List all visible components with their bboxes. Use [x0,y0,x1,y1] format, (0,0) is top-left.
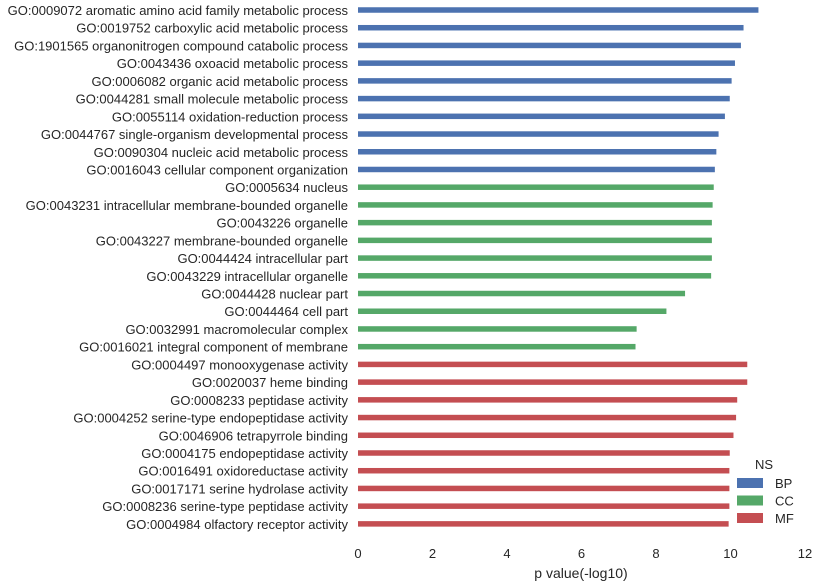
bar [358,202,713,208]
category-label: GO:0008233 peptidase activity [170,393,348,408]
category-label: GO:0004984 olfactory receptor activity [126,517,348,532]
category-label: GO:0016491 oxidoreductase activity [138,464,348,479]
x-tick-label: 0 [354,546,361,561]
bar [358,397,738,403]
legend-label: MF [775,511,794,526]
bar [358,485,730,492]
bar [358,237,712,244]
category-label: GO:0008236 serine-type peptidase activit… [102,499,348,514]
category-label: GO:0043226 organelle [216,216,348,231]
bar [358,503,730,509]
category-label: GO:0043227 membrane-bounded organelle [96,233,348,248]
legend-label: BP [775,476,792,491]
x-axis-ticks: 0 2 4 6 8 10 12 [354,546,812,561]
category-label: GO:0019752 carboxylic acid metabolic pro… [76,21,348,36]
bars-layer [358,7,759,527]
bar [358,273,712,279]
category-label: GO:0016021 integral component of membran… [79,340,348,355]
bar [358,60,735,66]
bar [358,95,730,102]
category-label: GO:0016043 cellular component organizati… [86,162,348,177]
x-tick-label: 2 [429,546,436,561]
x-axis-title: p value(-log10) [534,565,627,581]
category-label: GO:0043231 intracellular membrane-bounde… [26,198,348,213]
x-tick-label: 6 [578,546,585,561]
category-label: GO:0044767 single-organism developmental… [41,127,349,142]
category-label: GO:0017171 serine hydrolase activity [131,481,348,496]
category-label: GO:0043436 oxoacid metabolic process [117,56,349,71]
legend-swatch [737,495,763,506]
category-label: GO:0004175 endopeptidase activity [141,446,348,461]
category-label: GO:0006082 organic acid metabolic proces… [91,74,348,89]
bar [358,42,741,49]
category-label: GO:0020037 heme binding [192,375,348,390]
category-label: GO:0004497 monooxygenase activity [131,357,348,372]
legend-label: CC [775,494,794,509]
bar [358,308,667,314]
category-label: GO:0044281 small molecule metabolic proc… [76,92,349,107]
legend-swatch [737,478,763,488]
bar [358,7,759,13]
bar [358,450,730,456]
bar [358,343,636,350]
bar [358,149,717,155]
category-label: GO:1901565 organonitrogen compound catab… [14,38,348,53]
category-labels: GO:0009072 aromatic amino acid family me… [8,3,349,532]
category-label: GO:0009072 aromatic amino acid family me… [8,3,349,18]
category-label: GO:0032991 macromolecular complex [125,322,348,337]
category-label: GO:0005634 nucleus [225,180,348,195]
x-tick-label: 10 [723,546,737,561]
category-label: GO:0043229 intracellular organelle [146,269,348,284]
x-tick-label: 8 [652,546,659,561]
bar [358,361,748,368]
bar [358,467,730,474]
legend-entries: BP CC MF [737,476,794,526]
category-label: GO:0044464 cell part [224,304,348,319]
legend-title: NS [755,457,773,472]
bar [358,166,715,173]
category-label: GO:0044428 nuclear part [201,287,348,302]
category-label: GO:0004252 serine-type endopeptidase act… [73,411,348,426]
x-tick-label: 4 [503,546,510,561]
bar [358,131,719,137]
bar [358,78,732,84]
bar [358,219,712,226]
category-label: GO:0090304 nucleic acid metabolic proces… [94,145,349,160]
legend: NS BP CC MF [737,457,794,526]
legend-swatch [737,513,763,523]
bar [358,326,637,332]
category-label: GO:0046906 tetrapyrrole binding [159,428,348,443]
category-label: GO:0044424 intracellular part [177,251,348,266]
x-tick-label: 12 [798,546,812,561]
bar [358,521,729,527]
bar [358,184,714,190]
bar [358,113,725,120]
bar [358,414,737,421]
bar [358,432,734,439]
category-label: GO:0055114 oxidation-reduction process [112,109,349,124]
bar [358,24,744,31]
bar [358,379,748,385]
bar [358,290,686,297]
bar [358,255,712,261]
